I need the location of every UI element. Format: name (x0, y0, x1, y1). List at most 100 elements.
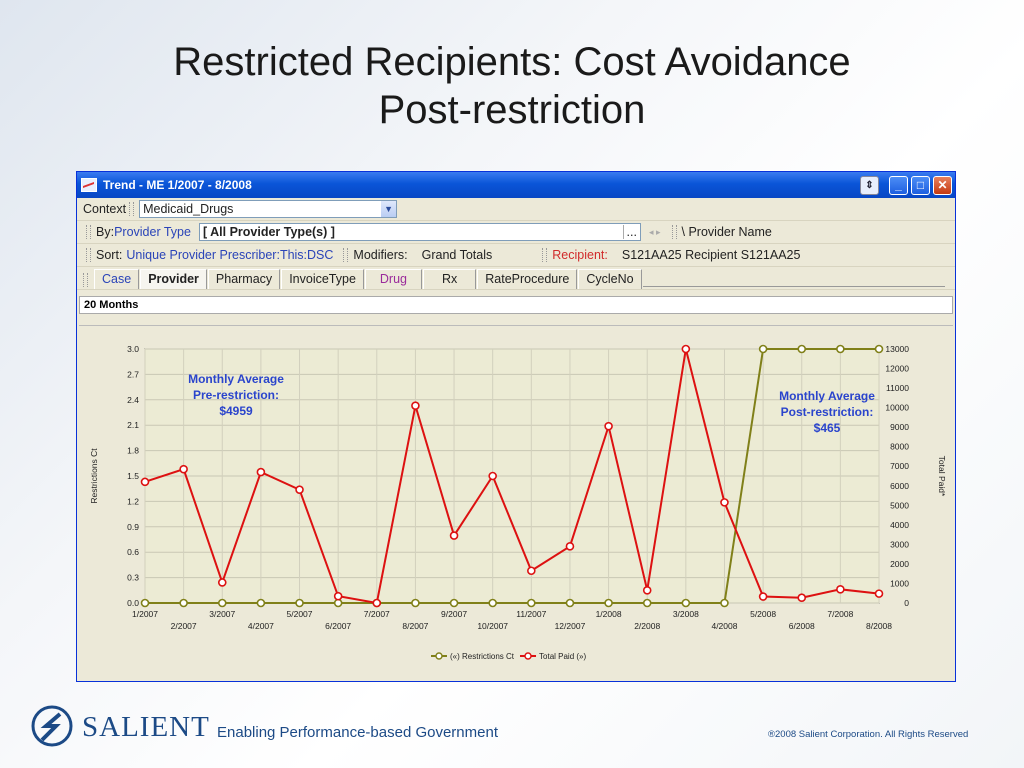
dimension-tabs: Case Provider Pharmacy InvoiceType Drug … (77, 267, 955, 290)
sort-value-link[interactable]: Unique Provider Prescriber:This:DSC (126, 248, 334, 262)
by-value-link[interactable]: Provider Type (114, 225, 191, 239)
tab-rx[interactable]: Rx (423, 269, 477, 289)
y-right-tick-label: 4000 (890, 520, 909, 530)
data-point-0 (642, 598, 652, 608)
legend-swatch-marker (524, 652, 532, 660)
x-tick-label: 5/2007 (287, 609, 313, 619)
x-tick-label: 1/2007 (132, 609, 158, 619)
post-annotation-line3: $465 (813, 421, 841, 435)
y-right-tick-label: 5000 (890, 500, 909, 510)
x-tick-label: 6/2008 (789, 621, 815, 631)
tab-drug[interactable]: Drug (364, 269, 422, 289)
sort-label: Sort: (96, 248, 123, 262)
maximize-button[interactable]: □ (911, 175, 930, 195)
recipient-label[interactable]: Recipient: (552, 248, 608, 262)
data-point-1 (565, 542, 575, 551)
by-row: By: Provider Type [ All Provider Type(s)… (77, 221, 955, 244)
data-point-0 (256, 598, 266, 608)
pre-restriction-annotation: Monthly Average Pre-restriction: $4959 (171, 371, 301, 419)
tab-case[interactable]: Case (94, 269, 140, 289)
modifiers-label: Modifiers: (353, 248, 408, 262)
minimize-button[interactable]: _ (889, 175, 908, 195)
data-point-1 (411, 401, 420, 410)
data-point-0 (333, 598, 343, 608)
provider-name-label[interactable]: \ Provider Name (681, 225, 772, 239)
data-point-0 (488, 598, 497, 608)
tab-rateprocedure[interactable]: RateProcedure (477, 269, 578, 289)
y-left-tick-label: 1.5 (127, 471, 139, 481)
slide-title: Restricted Recipients: Cost Avoidance Po… (0, 38, 1024, 134)
provider-type-field[interactable]: [ All Provider Type(s) ] ... (198, 223, 641, 241)
y-left-tick-label: 0.3 (127, 573, 139, 583)
data-point-0 (604, 598, 613, 608)
y-left-tick-label: 0.0 (127, 598, 139, 608)
nav-arrows-icon[interactable]: ◂ ▸ (648, 226, 661, 237)
chart-svg: 0.0 0.3 0.6 0.9 1.2 1.5 1.8 2.1 2.4 2.7 3.0 0 1000 20… (89, 344, 947, 661)
data-point-0 (758, 344, 768, 354)
x-tick-label: 8/2007 (402, 621, 428, 631)
y-left-tick-label: 1.2 (127, 496, 139, 506)
copyright-notice: ®2008 Salient Corporation. All Rights Re… (768, 729, 969, 740)
x-tick-label: 9/2007 (441, 609, 467, 619)
y-right-tick-label: 13000 (885, 344, 909, 354)
data-point-0 (720, 598, 729, 608)
toolbar-grip-icon[interactable] (343, 248, 349, 262)
modifiers-value[interactable]: Grand Totals (421, 248, 493, 262)
trend-window: Trend - ME 1/2007 - 8/2008 ⇕ _ □ ✕ Conte… (76, 171, 956, 682)
toolbar-grip-icon[interactable] (671, 225, 677, 239)
context-label: Context (83, 202, 127, 216)
data-point-1 (217, 578, 227, 587)
data-point-1 (836, 585, 845, 594)
legend-label: («) Restrictions Ct (450, 652, 515, 661)
close-button[interactable]: ✕ (933, 175, 952, 195)
x-tick-label: 7/2007 (364, 609, 390, 619)
ellipsis-button[interactable]: ... (622, 225, 640, 239)
x-tick-label: 8/2008 (866, 621, 892, 631)
y-left-tick-label: 2.7 (127, 369, 139, 379)
window-titlebar[interactable]: Trend - ME 1/2007 - 8/2008 ⇕ _ □ ✕ (77, 172, 955, 198)
tab-invoicetype[interactable]: InvoiceType (281, 269, 364, 289)
series-line-1 (144, 348, 880, 605)
legend-label: Total Paid (») (539, 652, 586, 661)
data-point-1 (874, 589, 884, 598)
y-right-tick-label: 1000 (890, 578, 909, 588)
tab-cycleno[interactable]: CycleNo (578, 269, 642, 289)
data-point-0 (140, 598, 150, 608)
window-title: Trend - ME 1/2007 - 8/2008 (103, 178, 252, 192)
y-right-tick-label: 9000 (890, 422, 909, 432)
data-point-0 (411, 598, 420, 608)
provider-type-value: [ All Provider Type(s) ] (202, 225, 335, 239)
y-right-tick-label: 10000 (885, 403, 909, 413)
x-tick-label: 2/2007 (171, 621, 197, 631)
context-select[interactable]: Medicaid_Drugs ▼ (139, 200, 398, 218)
brand-name: SALIENT (82, 711, 210, 743)
toolbar-grip-icon[interactable] (129, 202, 135, 216)
data-point-0 (797, 344, 807, 354)
y-left-tick-label: 0.6 (127, 547, 139, 557)
toolbar-grip-icon[interactable] (83, 273, 88, 287)
data-point-1 (295, 485, 304, 494)
by-label: By: (96, 225, 115, 239)
toolbar-grip-icon[interactable] (86, 225, 91, 239)
data-point-0 (527, 598, 536, 608)
data-point-1 (527, 566, 536, 576)
data-point-1 (758, 592, 768, 601)
x-tick-label: 2/2008 (634, 621, 660, 631)
x-tick-label: 3/2007 (209, 609, 235, 619)
x-tick-label: 4/2008 (711, 621, 737, 631)
data-point-1 (256, 467, 266, 477)
post-annotation-line1: Monthly Average (779, 389, 875, 403)
chevron-down-icon[interactable]: ▼ (381, 201, 397, 217)
tab-pharmacy[interactable]: Pharmacy (207, 269, 281, 289)
collapse-toggle-icon[interactable]: ⇕ (860, 175, 879, 195)
data-point-1 (449, 531, 459, 540)
x-tick-label: 6/2007 (325, 621, 351, 631)
recipient-value: S121AA25 Recipient S121AA25 (621, 248, 801, 262)
toolbar-grip-icon[interactable] (542, 248, 548, 262)
x-tick-label: 1/2008 (596, 609, 622, 619)
data-point-1 (681, 344, 691, 354)
x-tick-label: 7/2008 (827, 609, 853, 619)
x-tick-label: 4/2007 (248, 621, 274, 631)
toolbar-grip-icon[interactable] (86, 248, 91, 262)
tab-provider[interactable]: Provider (140, 269, 207, 289)
